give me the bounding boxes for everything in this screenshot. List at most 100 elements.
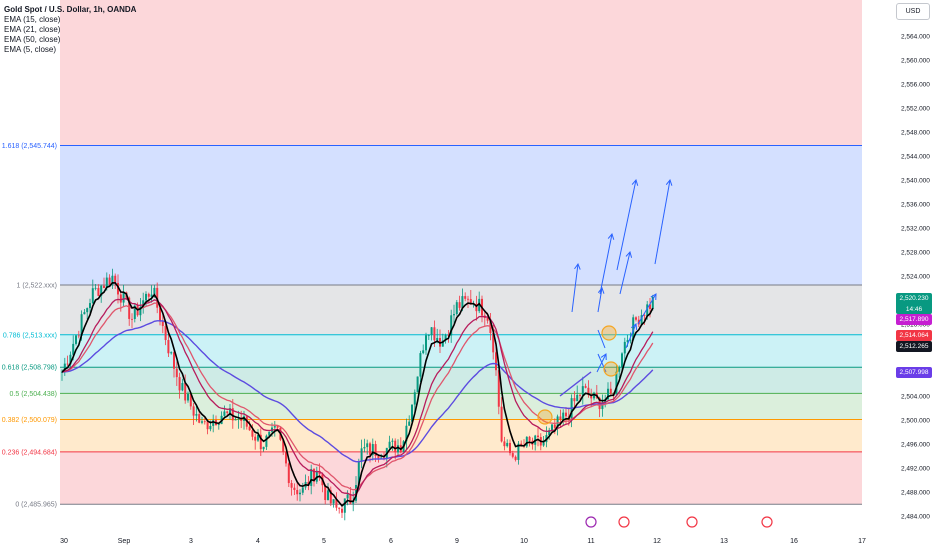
projection-arrowhead	[625, 250, 633, 258]
candle-body	[343, 498, 346, 513]
candle-body	[562, 412, 565, 420]
x-tick-label: 16	[790, 538, 798, 545]
y-tick-label: 2,492.000	[901, 466, 930, 473]
candle-body	[335, 499, 338, 508]
candle-body	[131, 318, 133, 320]
fib-label-7: 0 (2,485.965)	[15, 502, 57, 509]
candle-body	[441, 340, 444, 347]
candle-body	[164, 326, 167, 341]
candle-body	[83, 312, 86, 315]
candle-body	[495, 352, 497, 371]
currency-button[interactable]: USD	[896, 3, 930, 20]
legend-ema21[interactable]: EMA (21, close)	[4, 25, 61, 34]
candle-body	[623, 341, 626, 354]
candle-body	[262, 446, 265, 450]
candle-body	[517, 443, 520, 460]
target-circle	[537, 409, 553, 425]
candle-body	[453, 314, 455, 316]
candle-body	[397, 445, 399, 453]
legend-ema5[interactable]: EMA (5, close)	[4, 45, 57, 54]
candle-body	[447, 334, 450, 336]
candle-body	[651, 296, 654, 310]
candle-body	[341, 508, 343, 513]
fib-label-1: 1 (2,522.xxx)	[17, 283, 57, 290]
y-tick-label: 2,536.000	[901, 202, 930, 209]
candle-body	[607, 388, 609, 400]
candle-body	[374, 444, 377, 456]
candle-body	[520, 443, 523, 446]
fib-label-4: 0.5 (2,504.438)	[10, 391, 57, 398]
candle-body	[646, 304, 649, 316]
candle-body	[189, 393, 192, 407]
candle-body	[427, 335, 430, 336]
candle-body	[467, 298, 469, 300]
fib-label-5: 0.382 (2,500.079)	[2, 417, 57, 424]
candle-body	[573, 398, 576, 402]
candle-body	[640, 315, 643, 325]
candle-body	[229, 408, 231, 413]
candle-body	[584, 386, 587, 388]
fib-label-3: 0.618 (2,508.798)	[2, 365, 57, 372]
legend-title: Gold Spot / U.S. Dollar, 1h, OANDA	[4, 5, 137, 14]
candle-body	[329, 490, 332, 504]
candle-body	[601, 402, 604, 410]
candle-body	[380, 457, 383, 459]
projection-arrowhead	[631, 178, 639, 186]
price-tag: 2,520.230 14:46	[896, 293, 932, 315]
projection-arrow	[625, 323, 637, 349]
pullback-arrow	[597, 353, 607, 373]
us-flag-icon	[618, 516, 630, 528]
candle-body	[559, 416, 562, 420]
candle-body	[139, 306, 142, 316]
candle-body	[231, 408, 234, 421]
candle-body	[388, 441, 391, 448]
projection-arrowhead	[574, 262, 581, 270]
time-axis: 30 Sep 3 4 5 6 9 10 11 12 13 16 17	[0, 534, 932, 550]
candle-body	[150, 294, 153, 297]
price-tag: 2,512.265	[896, 341, 932, 353]
legend-ema50[interactable]: EMA (50, close)	[4, 35, 61, 44]
candle-body	[391, 440, 394, 442]
y-tick-label: 2,564.000	[901, 34, 930, 41]
candle-body	[97, 287, 100, 296]
candle-body	[198, 414, 201, 423]
projection-arrow	[597, 287, 603, 313]
projection-arrow	[599, 233, 613, 295]
candle-body	[69, 354, 72, 365]
fib-label-2: 0.786 (2,513.xxx)	[3, 332, 57, 339]
event-markers	[585, 516, 773, 528]
candle-body	[273, 426, 276, 428]
x-tick-label: 10	[520, 538, 528, 545]
candle-body	[371, 444, 374, 455]
chart-legend: Gold Spot / U.S. Dollar, 1h, OANDA EMA (…	[4, 5, 136, 55]
candle-body	[436, 337, 439, 341]
x-tick-label: Sep	[118, 538, 131, 545]
candle-body	[122, 292, 125, 303]
candle-body	[542, 442, 545, 446]
candle-body	[360, 448, 363, 462]
candle-body	[405, 425, 408, 442]
x-tick-label: 13	[720, 538, 728, 545]
candle-body	[525, 436, 528, 447]
candle-body	[161, 321, 164, 327]
candle-body	[145, 293, 147, 301]
legend-ema15[interactable]: EMA (15, close)	[4, 15, 61, 24]
candle-body	[450, 315, 453, 336]
candle-body	[265, 435, 268, 447]
candle-body	[576, 394, 579, 402]
y-tick-label: 2,560.000	[901, 58, 930, 65]
candle-body	[290, 483, 293, 488]
candle-body	[425, 335, 427, 351]
candle-body	[257, 434, 259, 441]
y-tick-label: 2,552.000	[901, 106, 930, 113]
candle-body	[556, 416, 559, 428]
countdown: 14:46	[905, 306, 923, 314]
candle-body	[621, 353, 623, 368]
candle-body	[629, 339, 632, 341]
candle-body	[419, 353, 422, 377]
candle-body	[192, 406, 195, 416]
candle-body	[251, 430, 254, 437]
candle-body	[416, 376, 419, 393]
candle-body	[315, 470, 318, 482]
